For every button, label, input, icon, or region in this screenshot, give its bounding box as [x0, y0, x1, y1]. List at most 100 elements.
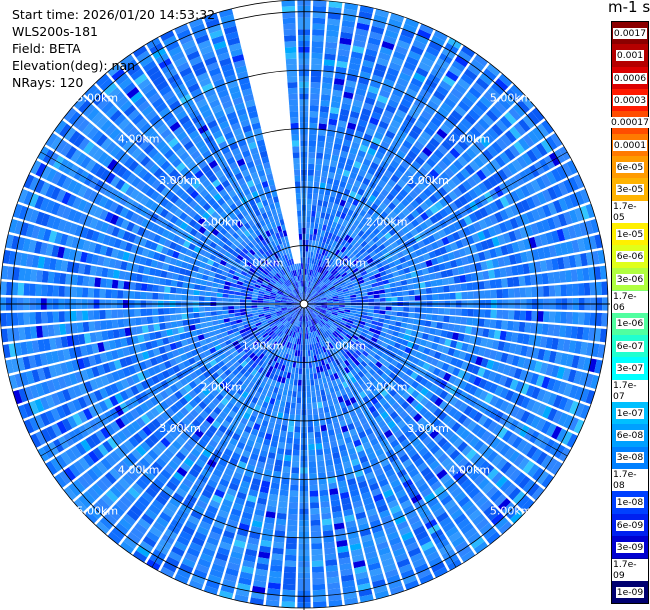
- ray-gate: [279, 345, 284, 352]
- ray-gate: [306, 263, 310, 270]
- ray-gate: [468, 487, 481, 499]
- ray-gate: [364, 280, 372, 286]
- ray-gate: [155, 494, 168, 506]
- ray-gate: [159, 322, 166, 331]
- ray-gate: [119, 495, 133, 508]
- ray-gate: [325, 337, 331, 344]
- ray-gate: [473, 156, 485, 169]
- ray-gate: [316, 205, 322, 212]
- ray-gate: [248, 319, 255, 324]
- ray-gate: [425, 259, 433, 267]
- ray-gate: [466, 282, 473, 291]
- ray-gate: [212, 363, 221, 372]
- ray-gate: [386, 244, 394, 252]
- ray-gate: [253, 472, 263, 481]
- ray-gate: [430, 342, 439, 351]
- ray-gate: [159, 453, 171, 464]
- ray-gate: [292, 361, 297, 368]
- ray-gate: [136, 545, 151, 558]
- ray-gate: [308, 320, 311, 327]
- ray-gate: [158, 362, 167, 372]
- ray-gate: [423, 471, 435, 482]
- ray-gate: [390, 287, 397, 293]
- ray-gate: [100, 475, 113, 489]
- ray-gate: [317, 314, 323, 320]
- ray-gate: [199, 317, 207, 323]
- ray-gate: [22, 238, 31, 252]
- ray-gate: [281, 601, 295, 608]
- ray-gate: [526, 196, 536, 210]
- ray-gate: [255, 333, 263, 340]
- ray-gate: [423, 492, 436, 503]
- ray-gate: [321, 302, 328, 304]
- ray-gate: [434, 201, 444, 211]
- ray-gate: [209, 359, 218, 367]
- ray-gate: [200, 322, 208, 329]
- ray-gate: [504, 377, 514, 389]
- ray-gate: [309, 314, 313, 320]
- ray-gate: [593, 266, 602, 280]
- ray-gate: [281, 298, 287, 301]
- ray-gate: [445, 151, 457, 163]
- ray-gate: [316, 448, 324, 456]
- ray-gate: [312, 5, 327, 13]
- ray-gate: [377, 453, 388, 462]
- ray-gate: [219, 342, 227, 349]
- ray-gate: [477, 182, 488, 194]
- ray-gate: [24, 326, 32, 340]
- ray-gate: [333, 143, 342, 151]
- ray-gate: [130, 326, 138, 336]
- ray-gate: [395, 321, 402, 327]
- ray-gate: [339, 332, 346, 339]
- ray-gate: [307, 275, 310, 281]
- ray-gate: [362, 274, 369, 280]
- ray-gate: [350, 239, 357, 247]
- ray-gate: [322, 159, 331, 166]
- ray-gate: [578, 283, 585, 296]
- ray-gate: [327, 265, 333, 272]
- ray-gate: [311, 390, 316, 398]
- ray-gate: [322, 364, 328, 372]
- ray-gate: [267, 403, 274, 411]
- ray-gate: [453, 453, 465, 465]
- ray-gate: [186, 337, 194, 345]
- ray-gate: [330, 289, 337, 293]
- ray-gate: [471, 365, 481, 375]
- ray-gate: [329, 386, 335, 394]
- ray-gate: [411, 380, 420, 389]
- ray-gate: [164, 464, 176, 476]
- ray-gate: [264, 516, 275, 525]
- ray-gate: [373, 198, 382, 207]
- ray-gate: [490, 82, 505, 96]
- ray-gate: [83, 264, 92, 275]
- ray-gate: [222, 579, 236, 588]
- ray-gate: [382, 520, 395, 530]
- ray-gate: [148, 267, 157, 276]
- ray-gate: [362, 59, 375, 69]
- ray-gate: [150, 340, 159, 349]
- ray-gate: [270, 313, 277, 318]
- ray-gate: [432, 294, 439, 301]
- ray-gate: [562, 339, 571, 352]
- ray-gate: [585, 203, 596, 219]
- ray-gate: [521, 152, 533, 166]
- ray-gate: [78, 263, 86, 275]
- ray-gate: [149, 396, 160, 407]
- ray-gate: [257, 300, 264, 303]
- ray-gate: [264, 312, 271, 316]
- ray-gate: [389, 188, 399, 197]
- ray-gate: [39, 353, 48, 366]
- ray-gate: [315, 265, 320, 272]
- ray-gate: [439, 473, 452, 485]
- ray-gate: [320, 176, 327, 184]
- ray-gate: [469, 469, 482, 482]
- ray-gate: [344, 344, 351, 351]
- ray-gate: [292, 305, 299, 307]
- ray-gate: [169, 314, 177, 321]
- ray-gate: [450, 357, 459, 367]
- ray-gate: [448, 465, 461, 477]
- ray-gate: [271, 347, 277, 354]
- ray-gate: [160, 330, 168, 338]
- ray-gate: [443, 499, 457, 511]
- ray-gate: [356, 22, 370, 31]
